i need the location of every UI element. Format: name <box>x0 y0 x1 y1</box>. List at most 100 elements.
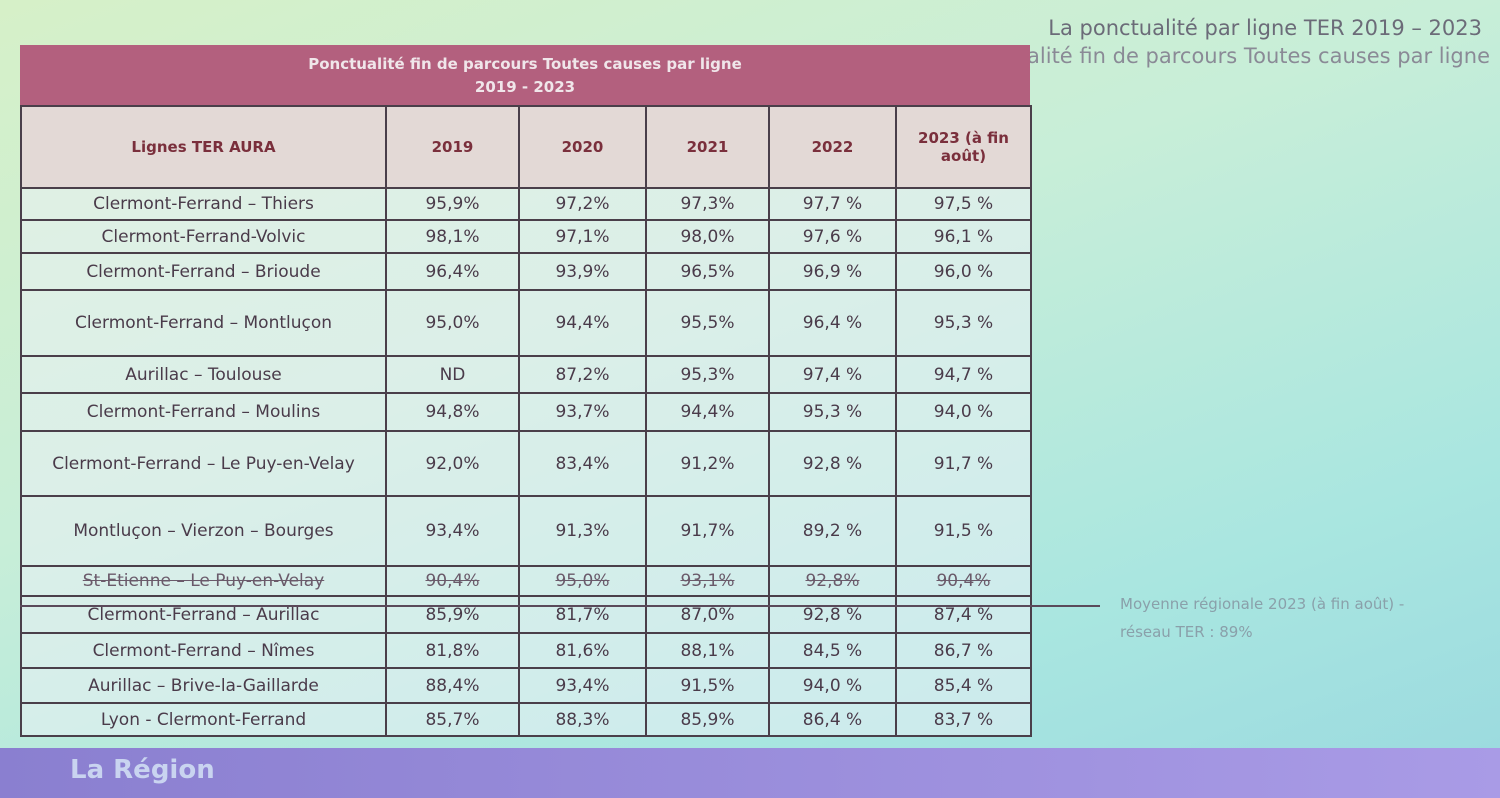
cell: 93,9% <box>518 252 647 291</box>
table-row: Clermont-Ferrand-Volvic 98,1% 97,1% 98,0% 97… <box>20 219 1032 254</box>
cell: 97,1% <box>518 219 647 254</box>
cell: 86,4 % <box>768 702 897 737</box>
slide-title: La ponctualité par ligne TER 2019 – 2023 <box>1048 16 1482 40</box>
table-row: Clermont-Ferrand – Le Puy-en-Velay 92,0% 8… <box>20 430 1032 497</box>
table-row: Lyon - Clermont-Ferrand 85,7% 88,3% 85,9% 86… <box>20 702 1032 737</box>
cell: 84,5 % <box>768 632 897 669</box>
table-row: St-Etienne – Le Puy-en-Velay 90,4% 95,0% 93… <box>20 565 1032 597</box>
cell: 91,5% <box>645 667 770 704</box>
row-label: Clermont-Ferrand – Nîmes <box>20 632 387 669</box>
cell: 95,3 % <box>768 392 897 432</box>
cell: 97,5 % <box>895 187 1032 221</box>
cell: 90,4% <box>385 565 520 597</box>
cell: 96,0 % <box>895 252 1032 291</box>
column-header: 2019 <box>385 105 520 189</box>
cell: 93,1% <box>645 565 770 597</box>
cell: ND <box>385 355 520 394</box>
cell: 94,8% <box>385 392 520 432</box>
cell: 91,5 % <box>895 495 1032 567</box>
cell: 92,8% <box>768 565 897 597</box>
cell: 96,5% <box>645 252 770 291</box>
cell: 81,6% <box>518 632 647 669</box>
cell: 85,4 % <box>895 667 1032 704</box>
table-row: Aurillac – Toulouse ND 87,2% 95,3% 97,4 % 94,… <box>20 355 1032 394</box>
table: Lignes TER AURA 2019 2020 2021 2022 2023 (à f… <box>20 105 1032 737</box>
row-label: Clermont-Ferrand – Moulins <box>20 392 387 432</box>
table-row: Clermont-Ferrand – Thiers 95,9% 97,2% 97,3%… <box>20 187 1032 221</box>
cell: 87,4 % <box>895 595 1032 634</box>
cell: 98,0% <box>645 219 770 254</box>
cell: 92,8 % <box>768 595 897 634</box>
row-label: Clermont-Ferrand – Aurillac <box>20 595 387 634</box>
cell: 94,0 % <box>768 667 897 704</box>
table-row: Clermont-Ferrand – Aurillac 85,9% 81,7% 87,… <box>20 595 1032 634</box>
cell: 97,4 % <box>768 355 897 394</box>
cell: 88,3% <box>518 702 647 737</box>
cell: 91,2% <box>645 430 770 497</box>
row-label: Clermont-Ferrand-Volvic <box>20 219 387 254</box>
cell: 95,3 % <box>895 289 1032 357</box>
cell: 86,7 % <box>895 632 1032 669</box>
cell: 95,0% <box>385 289 520 357</box>
cell: 88,4% <box>385 667 520 704</box>
row-label: Clermont-Ferrand – Montluçon <box>20 289 387 357</box>
cell: 91,7 % <box>895 430 1032 497</box>
table-card: Ponctualité fin de parcours Toutes cause… <box>20 45 1032 737</box>
column-header: 2021 <box>645 105 770 189</box>
cell: 97,3% <box>645 187 770 221</box>
cell: 96,9 % <box>768 252 897 291</box>
cell: 83,7 % <box>895 702 1032 737</box>
column-header: 2022 <box>768 105 897 189</box>
footer-band <box>0 748 1500 798</box>
column-header: 2023 (à fin août) <box>895 105 1032 189</box>
cell: 85,9% <box>385 595 520 634</box>
cell: 97,6 % <box>768 219 897 254</box>
slide-subtitle: Ponctualité fin de parcours Toutes cause… <box>955 44 1490 68</box>
strike-rule <box>20 605 1100 607</box>
cell: 91,7% <box>645 495 770 567</box>
row-label: Clermont-Ferrand – Le Puy-en-Velay <box>20 430 387 497</box>
cell: 81,8% <box>385 632 520 669</box>
row-label: Montluçon – Vierzon – Bourges <box>20 495 387 567</box>
cell: 96,4% <box>385 252 520 291</box>
cell: 87,2% <box>518 355 647 394</box>
cell: 95,0% <box>518 565 647 597</box>
cell: 98,1% <box>385 219 520 254</box>
cell: 94,0 % <box>895 392 1032 432</box>
cell: 95,3% <box>645 355 770 394</box>
cell: 90,4% <box>895 565 1032 597</box>
table-band: Ponctualité fin de parcours Toutes cause… <box>20 45 1030 105</box>
column-header: 2020 <box>518 105 647 189</box>
table-row: Clermont-Ferrand – Brioude 96,4% 93,9% 96,5… <box>20 252 1032 291</box>
table-body: Clermont-Ferrand – Thiers 95,9% 97,2% 97,3%… <box>20 187 1032 737</box>
table-row: Clermont-Ferrand – Montluçon 95,0% 94,4% 95… <box>20 289 1032 357</box>
cell: 91,3% <box>518 495 647 567</box>
row-label: Lyon - Clermont-Ferrand <box>20 702 387 737</box>
row-label: St-Etienne – Le Puy-en-Velay <box>20 565 387 597</box>
table-row: Montluçon – Vierzon – Bourges 93,4% 91,3% 9… <box>20 495 1032 567</box>
cell: 94,4% <box>518 289 647 357</box>
cell: 85,7% <box>385 702 520 737</box>
table-row: Aurillac – Brive-la-Gaillarde 88,4% 93,4% 9… <box>20 667 1032 704</box>
note: Moyenne régionale 2023 (à fin août) - ré… <box>1120 595 1405 641</box>
cell: 92,8 % <box>768 430 897 497</box>
cell: 93,4% <box>518 667 647 704</box>
row-label: Clermont-Ferrand – Thiers <box>20 187 387 221</box>
cell: 97,7 % <box>768 187 897 221</box>
table-title: Ponctualité fin de parcours Toutes cause… <box>308 55 742 73</box>
cell: 85,9% <box>645 702 770 737</box>
row-label: Aurillac – Brive-la-Gaillarde <box>20 667 387 704</box>
cell: 89,2 % <box>768 495 897 567</box>
table-period: 2019 - 2023 <box>474 78 576 96</box>
cell: 97,2% <box>518 187 647 221</box>
row-label: Clermont-Ferrand – Brioude <box>20 252 387 291</box>
cell: 93,4% <box>385 495 520 567</box>
table-row: Clermont-Ferrand – Moulins 94,8% 93,7% 94,4… <box>20 392 1032 432</box>
logo: La Région <box>70 755 215 785</box>
cell: 93,7% <box>518 392 647 432</box>
column-header: Lignes TER AURA <box>20 105 387 189</box>
cell: 87,0% <box>645 595 770 634</box>
cell: 95,5% <box>645 289 770 357</box>
cell: 88,1% <box>645 632 770 669</box>
